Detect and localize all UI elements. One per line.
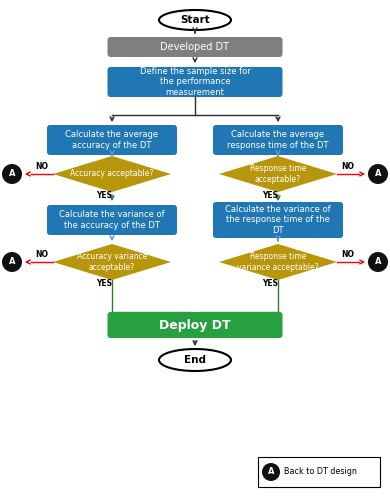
- Text: Calculate the variance of
the response time of the
DT: Calculate the variance of the response t…: [225, 205, 331, 235]
- Circle shape: [2, 164, 22, 184]
- Text: YES: YES: [262, 192, 278, 200]
- FancyBboxPatch shape: [108, 312, 282, 338]
- Text: NO: NO: [35, 162, 48, 171]
- Text: A: A: [9, 258, 15, 266]
- Polygon shape: [219, 156, 337, 192]
- Text: NO: NO: [342, 250, 355, 259]
- Text: Deploy DT: Deploy DT: [159, 318, 231, 332]
- Circle shape: [262, 463, 280, 481]
- Polygon shape: [219, 244, 337, 280]
- Text: A: A: [375, 170, 381, 178]
- Circle shape: [368, 164, 388, 184]
- Text: Accuracy variance
acceptable?: Accuracy variance acceptable?: [77, 252, 147, 272]
- Text: Calculate the variance of
the accuracy of the DT: Calculate the variance of the accuracy o…: [59, 210, 165, 230]
- Ellipse shape: [159, 349, 231, 371]
- Text: Back to DT design: Back to DT design: [284, 468, 357, 476]
- Text: A: A: [9, 170, 15, 178]
- Text: YES: YES: [96, 280, 112, 288]
- Text: Calculate the average
accuracy of the DT: Calculate the average accuracy of the DT: [66, 130, 159, 150]
- Text: Start: Start: [180, 15, 210, 25]
- Text: Response time
acceptable?: Response time acceptable?: [250, 164, 306, 184]
- Text: Developed DT: Developed DT: [161, 42, 229, 52]
- Polygon shape: [53, 244, 171, 280]
- Text: YES: YES: [96, 192, 112, 200]
- Circle shape: [368, 252, 388, 272]
- Text: A: A: [375, 258, 381, 266]
- FancyBboxPatch shape: [108, 37, 282, 57]
- Text: YES: YES: [262, 280, 278, 288]
- Ellipse shape: [159, 10, 231, 30]
- Text: Define the sample size for
the performance
measurement: Define the sample size for the performan…: [140, 67, 250, 97]
- Text: A: A: [268, 468, 274, 476]
- FancyBboxPatch shape: [108, 67, 282, 97]
- FancyBboxPatch shape: [47, 205, 177, 235]
- FancyBboxPatch shape: [213, 202, 343, 238]
- Circle shape: [2, 252, 22, 272]
- Text: Response time
variance acceptable?: Response time variance acceptable?: [237, 252, 319, 272]
- Text: End: End: [184, 355, 206, 365]
- Text: Calculate the average
response time of the DT: Calculate the average response time of t…: [227, 130, 329, 150]
- FancyBboxPatch shape: [213, 125, 343, 155]
- Text: NO: NO: [35, 250, 48, 259]
- Text: NO: NO: [342, 162, 355, 171]
- Text: Accuracy acceptable?: Accuracy acceptable?: [70, 170, 154, 178]
- FancyBboxPatch shape: [47, 125, 177, 155]
- Polygon shape: [53, 156, 171, 192]
- FancyBboxPatch shape: [258, 457, 380, 487]
